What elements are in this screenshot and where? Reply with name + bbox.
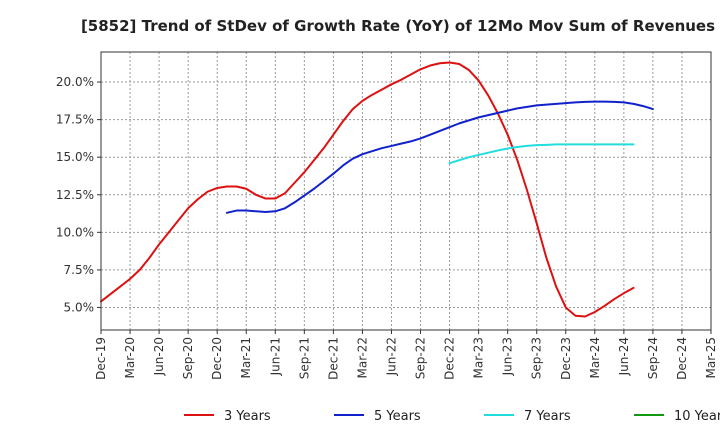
x-tick-label: Jun-24 <box>617 337 631 376</box>
series-line-7-years <box>448 143 635 165</box>
x-tick-label: Jun-20 <box>152 337 166 376</box>
x-tick-label: Jun-22 <box>384 337 398 376</box>
x-tick-label: Jun-23 <box>501 337 515 376</box>
x-tick-label: Dec-23 <box>559 337 573 380</box>
y-tick-label: 12.5% <box>56 188 94 202</box>
y-tick-label: 17.5% <box>56 113 94 127</box>
x-tick-label: Sep-22 <box>414 337 428 379</box>
y-tick-label: 20.0% <box>56 75 94 89</box>
x-tick-label: Mar-20 <box>123 337 137 378</box>
y-axis: 5.0% 7.5% 10.0% 12.5% 15.0% 17.5% 20.0% <box>56 75 101 314</box>
legend-label: 3 Years <box>224 409 271 424</box>
series-group <box>100 61 654 318</box>
y-tick-label: 7.5% <box>64 263 95 277</box>
x-tick-label: Sep-21 <box>297 337 311 379</box>
x-tick-label: Dec-21 <box>326 337 340 380</box>
x-tick-label: Mar-21 <box>239 337 253 378</box>
x-tick-label: Mar-25 <box>704 337 718 378</box>
series-line-5-years <box>225 100 654 214</box>
x-axis: Dec-19 Mar-20 Jun-20 Sep-20 Dec-20 Mar-21 Jun-… <box>94 330 718 380</box>
x-tick-label: Dec-20 <box>210 337 224 380</box>
legend-label: 10 Years <box>674 409 720 424</box>
chart-title: [5852] Trend of StDev of Growth Rate (Yo… <box>81 17 715 35</box>
x-tick-label: Sep-23 <box>530 337 544 379</box>
series-line-3-years <box>100 61 635 318</box>
x-tick-label: Dec-19 <box>94 337 108 380</box>
x-tick-label: Dec-22 <box>443 337 457 380</box>
y-tick-label: 5.0% <box>64 300 95 314</box>
x-tick-label: Mar-23 <box>472 337 486 378</box>
legend-label: 5 Years <box>374 409 421 424</box>
x-tick-label: Sep-24 <box>646 337 660 379</box>
legend: 3 Years 5 Years 7 Years 10 Years <box>184 409 720 424</box>
y-tick-label: 10.0% <box>56 225 94 239</box>
x-tick-label: Mar-24 <box>588 337 602 378</box>
legend-label: 7 Years <box>524 409 571 424</box>
x-tick-label: Jun-21 <box>268 337 282 376</box>
x-tick-label: Mar-22 <box>355 337 369 378</box>
x-tick-label: Sep-20 <box>181 337 195 379</box>
y-tick-label: 15.0% <box>56 150 94 164</box>
x-tick-label: Dec-24 <box>675 337 689 380</box>
plot-frame <box>100 51 712 331</box>
grid <box>101 52 711 330</box>
